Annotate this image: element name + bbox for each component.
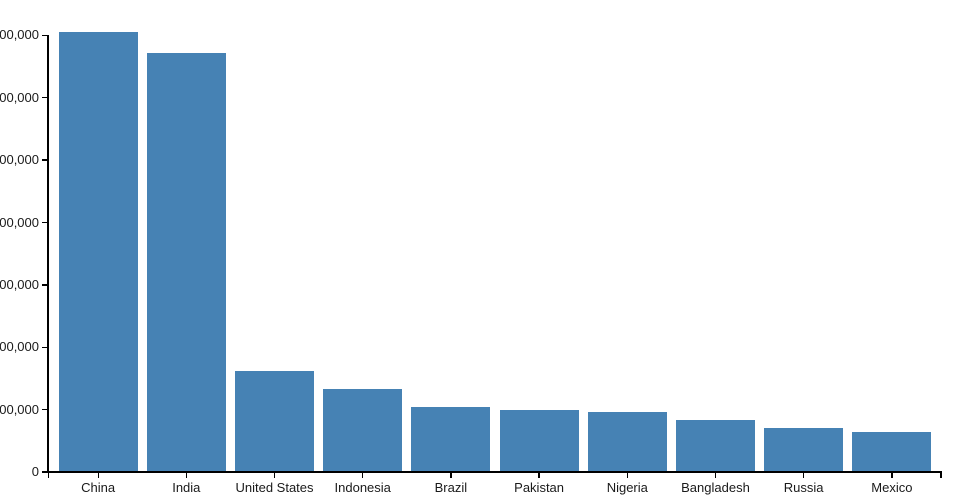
y-tick xyxy=(42,34,48,37)
x-tick-label-bangladesh: Bangladesh xyxy=(681,480,750,495)
x-tick-label-brazil: Brazil xyxy=(434,480,468,495)
bar-mexico xyxy=(852,431,932,472)
x-tick-indonesia xyxy=(362,472,364,478)
x-tick-india xyxy=(185,472,187,478)
x-tick-label-united-states: United States xyxy=(235,480,314,495)
y-tick-label-600-000-000: 600,000,000 xyxy=(0,276,39,292)
bar-china xyxy=(58,31,138,472)
y-tick-label-200-000-000: 200,000,000 xyxy=(0,401,39,417)
y-tick-label-1-200-000-000: 1,200,000,000 xyxy=(0,89,39,105)
y-tick-label-1-400-000-000: 1,400,000,000 xyxy=(0,27,39,43)
x-tick-label-india: India xyxy=(172,480,201,495)
y-tick xyxy=(42,346,48,348)
y-tick xyxy=(42,284,48,286)
y-tick xyxy=(42,471,48,473)
bar-indonesia xyxy=(323,389,403,472)
x-tick-pakistan xyxy=(538,472,540,478)
x-tick-label-nigeria: Nigeria xyxy=(606,480,648,495)
x-tick-united-states xyxy=(273,472,276,478)
x-axis-outer-tick-right xyxy=(940,472,942,478)
bar-india xyxy=(146,52,226,472)
x-tick-label-indonesia: Indonesia xyxy=(334,480,391,495)
x-tick-label-pakistan: Pakistan xyxy=(514,480,565,495)
x-tick-bangladesh xyxy=(714,472,717,478)
x-tick-russia xyxy=(803,472,805,478)
x-tick-mexico xyxy=(891,472,893,478)
x-tick-label-russia: Russia xyxy=(783,480,824,495)
bar-nigeria xyxy=(587,411,667,472)
bar-russia xyxy=(764,428,844,472)
x-tick-china xyxy=(97,472,99,478)
bar-bangladesh xyxy=(676,420,755,472)
x-axis-line xyxy=(48,471,942,473)
bar-pakistan xyxy=(499,409,579,472)
x-tick-brazil xyxy=(450,472,452,478)
x-tick-label-mexico: Mexico xyxy=(871,480,913,495)
y-tick-label-800-000-000: 800,000,000 xyxy=(0,214,39,230)
x-tick-label-china: China xyxy=(81,480,116,495)
y-tick xyxy=(42,97,48,99)
bar-brazil xyxy=(411,406,491,472)
y-tick-label-400-000-000: 400,000,000 xyxy=(0,339,39,355)
y-axis-line xyxy=(47,34,49,473)
y-tick xyxy=(42,159,48,161)
x-tick-nigeria xyxy=(626,472,628,478)
y-tick-label-1-000-000-000: 1,000,000,000 xyxy=(0,152,39,168)
y-tick xyxy=(42,221,48,224)
x-axis-outer-tick-left xyxy=(48,472,50,478)
y-tick xyxy=(42,408,48,411)
bar-united-states xyxy=(235,371,314,472)
y-tick-label-0: 0 xyxy=(31,464,39,479)
